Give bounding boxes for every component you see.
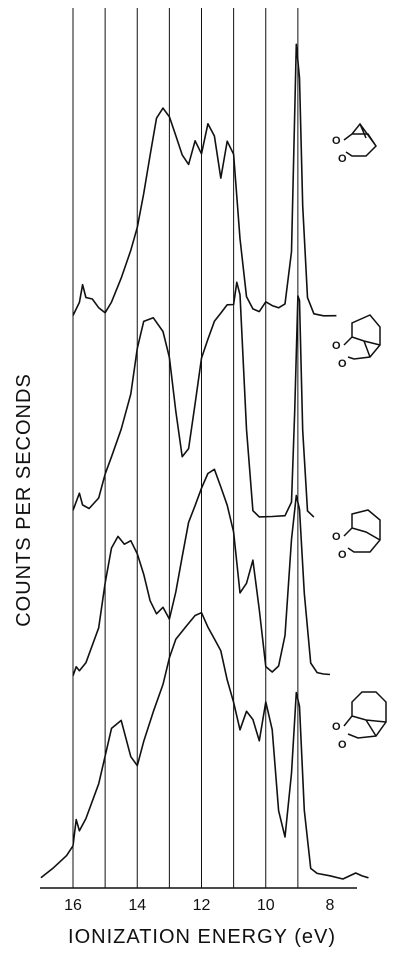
svg-text:O: O <box>338 739 347 751</box>
svg-text:O: O <box>338 153 347 165</box>
svg-text:O: O <box>332 135 341 147</box>
y-axis-label: COUNTS PER SECONDS <box>13 373 35 627</box>
molecule-2-icon: O O <box>332 314 381 370</box>
molecule-4-icon: O O <box>332 691 387 751</box>
x-tick-label: 12 <box>193 897 211 914</box>
x-axis-label: IONIZATION ENERGY (eV) <box>68 926 336 948</box>
x-tick-label: 14 <box>128 897 146 914</box>
x-tick-label: 16 <box>64 897 82 914</box>
spectra-series <box>40 43 369 880</box>
svg-text:O: O <box>332 721 341 733</box>
molecule-1-icon: O O <box>332 122 377 165</box>
x-tick-label: 10 <box>257 897 275 914</box>
svg-text:O: O <box>332 531 341 543</box>
x-tick-labels: 16 14 12 10 8 <box>64 897 334 914</box>
vertical-gridlines <box>72 8 299 888</box>
spectrum-trace-3 <box>72 468 331 676</box>
spectrum-trace-1 <box>72 43 337 317</box>
spectrum-trace-2 <box>72 281 315 518</box>
svg-text:O: O <box>338 549 347 561</box>
svg-text:O: O <box>338 358 347 370</box>
svg-text:O: O <box>332 340 341 352</box>
x-tick-label: 8 <box>326 897 335 914</box>
spectrum-trace-4 <box>40 611 369 880</box>
molecule-3-icon: O O <box>332 509 381 561</box>
